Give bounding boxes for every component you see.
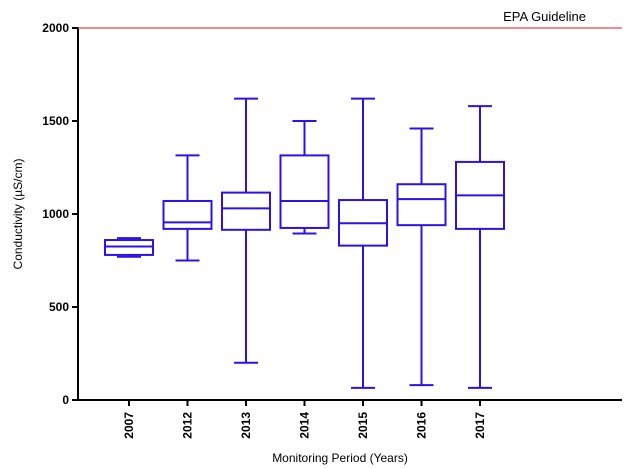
x-axis-title: Monitoring Period (Years) [272, 451, 408, 465]
y-tick-label: 500 [49, 300, 69, 314]
x-tick-label: 2017 [473, 412, 487, 439]
x-ticks-layer: 2007 2012 2013 2014 2015 2016 2017 [122, 400, 487, 439]
x-tick-label: 2012 [181, 412, 195, 439]
x-tick-label: 2014 [298, 412, 312, 439]
boxes-layer [104, 97, 505, 389]
box-iqr [221, 191, 271, 231]
epa-guideline-label: EPA Guideline [503, 9, 586, 24]
y-ticks-layer: 0 500 1000 1500 2000 [42, 21, 78, 407]
y-tick-label: 0 [62, 393, 69, 407]
box-group [338, 97, 388, 389]
box-iqr [162, 199, 213, 230]
x-tick-label: 2016 [415, 412, 429, 439]
box-group [162, 154, 213, 262]
box-group [279, 120, 330, 235]
box-group [396, 127, 447, 387]
box-iqr [396, 183, 447, 227]
x-tick-label: 2007 [122, 412, 136, 439]
x-tick-label: 2013 [239, 412, 253, 439]
y-tick-label: 2000 [42, 21, 69, 35]
box-group [455, 105, 505, 389]
box-iqr [279, 154, 330, 229]
x-tick-label: 2015 [356, 412, 370, 439]
y-axis-title: Conductivity (µS/cm) [11, 159, 25, 270]
box-group [221, 97, 271, 364]
y-tick-label: 1500 [42, 114, 69, 128]
y-tick-label: 1000 [42, 207, 69, 221]
box-group [104, 237, 154, 258]
